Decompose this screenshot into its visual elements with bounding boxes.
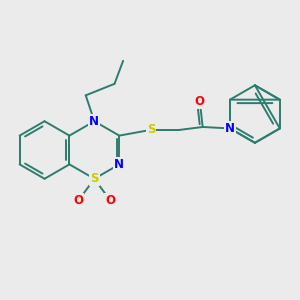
- Text: N: N: [89, 115, 99, 128]
- Text: S: S: [90, 172, 99, 185]
- Text: N: N: [114, 158, 124, 171]
- Text: S: S: [147, 123, 155, 136]
- Text: O: O: [74, 194, 83, 207]
- Text: O: O: [105, 194, 115, 207]
- Text: O: O: [195, 94, 205, 108]
- Text: N: N: [225, 122, 235, 135]
